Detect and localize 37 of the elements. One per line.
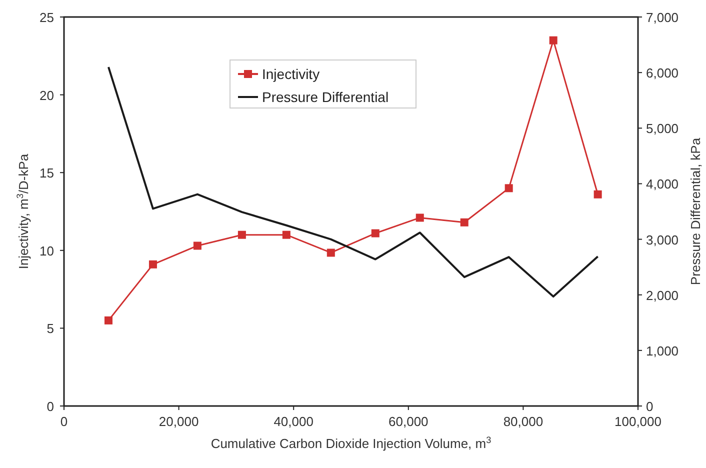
- y2-tick-label: 5,000: [646, 121, 679, 136]
- legend-label: Pressure Differential: [262, 89, 389, 105]
- point: [193, 242, 202, 250]
- x-tick-label: 40,000: [274, 414, 314, 429]
- x-tick-label: 80,000: [503, 414, 544, 429]
- point: [326, 248, 335, 257]
- y2-tick-label: 2,000: [646, 288, 679, 303]
- point: [282, 230, 290, 239]
- x-tick-label: 20,000: [158, 414, 199, 429]
- y2-tick-label: 6,000: [646, 66, 679, 81]
- point: [148, 260, 157, 268]
- point: [460, 218, 468, 226]
- legend-label: Injectivity: [262, 66, 320, 82]
- x-tick-label: 100,000: [614, 414, 662, 429]
- y-tick-label: 10: [40, 243, 54, 258]
- x-tick-label: 0: [60, 414, 68, 429]
- y2-tick-label: 4,000: [646, 176, 679, 192]
- y2-tick-label: 1,000: [646, 343, 679, 358]
- point: [594, 190, 602, 198]
- x-axis-title: Cumulative Carbon Dioxide Injection Volume, m$^{3}$: [210, 435, 492, 451]
- y-tick-label: 20: [40, 88, 54, 103]
- point: [504, 184, 513, 192]
- point: [416, 214, 424, 222]
- point: [238, 230, 246, 239]
- point: [371, 229, 380, 238]
- y-tick-label: 5: [46, 321, 54, 336]
- y2-tick-label: 7,000: [646, 10, 679, 25]
- point: [104, 316, 112, 324]
- y2-axis-title: Pressure Differential, kPa: [688, 137, 703, 286]
- y-tick-label: 0: [46, 399, 54, 414]
- line-series: [107, 66, 599, 298]
- x-tick-label: 60,000: [388, 414, 428, 429]
- point: [549, 36, 558, 44]
- y2-tick-label: 0: [646, 399, 654, 414]
- y2-tick-label: 3,000: [646, 232, 679, 248]
- y-tick-label: 25: [40, 10, 54, 25]
- y-tick-label: 15: [40, 166, 54, 181]
